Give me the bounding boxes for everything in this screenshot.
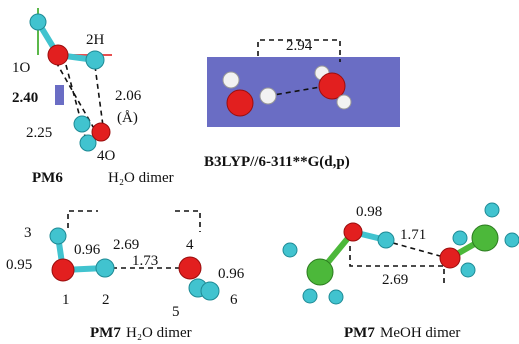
- label: (Å): [117, 110, 138, 126]
- label: 2.06: [115, 88, 142, 104]
- atom-o: [92, 123, 110, 141]
- atom-h: [461, 263, 475, 277]
- atom-o: [179, 257, 201, 279]
- label: 2H: [86, 32, 105, 48]
- caption-method: PM7: [344, 325, 375, 341]
- label: 0.96: [74, 242, 101, 258]
- pm7-water-panel: 3 2.69 0.95 0.96 1.73 4 0.96 1 2 5 6 PM7…: [6, 211, 245, 341]
- h-bond: [393, 243, 440, 256]
- atom-h: [505, 233, 519, 247]
- atom-h: [201, 282, 219, 300]
- atom-h: [30, 14, 46, 30]
- figure: 2H 1O 2.06 (Å) 2.40 2.25 4O PM6 H₂O dime…: [0, 0, 519, 344]
- label: 2.69: [113, 237, 139, 253]
- axis-marker: [55, 85, 64, 105]
- atom-o: [227, 90, 253, 116]
- caption-method: PM7: [90, 325, 121, 341]
- caption-method: PM6: [32, 170, 63, 186]
- atom-o: [52, 259, 74, 281]
- atom-h: [329, 290, 343, 304]
- label: 2.25: [26, 125, 52, 141]
- label: 5: [172, 304, 180, 320]
- label: 1.71: [400, 227, 426, 243]
- label: 2.69: [382, 272, 408, 288]
- caption-system: H₂O dimer: [108, 170, 174, 186]
- distance-bracket: [175, 211, 200, 232]
- pm6-panel: 2H 1O 2.06 (Å) 2.40 2.25 4O PM6 H₂O dime…: [12, 8, 174, 186]
- atom-c: [472, 225, 498, 251]
- atom-h: [485, 203, 499, 217]
- label: 1.73: [132, 253, 158, 269]
- atom-o: [48, 45, 68, 65]
- atom-o: [440, 248, 460, 268]
- atom-h: [223, 72, 239, 88]
- atom-h: [337, 95, 351, 109]
- atom-h: [260, 88, 276, 104]
- h-bond: [95, 66, 103, 126]
- label: 4: [186, 237, 194, 253]
- label: 2.94: [286, 38, 313, 54]
- label: 6: [230, 292, 238, 308]
- atom-h: [74, 116, 90, 132]
- atom-h: [378, 232, 394, 248]
- atom-h: [283, 243, 297, 257]
- label: 1: [62, 292, 70, 308]
- label: 0.96: [218, 266, 245, 282]
- label: 3: [24, 225, 32, 241]
- atom-c: [307, 259, 333, 285]
- caption-system: MeOH dimer: [380, 325, 460, 341]
- label: 4O: [97, 148, 116, 164]
- label: 0.95: [6, 257, 32, 273]
- label: 0.98: [356, 204, 382, 220]
- atom-h: [453, 231, 467, 245]
- pm7-methanol-panel: 0.98 1.71 2.69 PM7 MeOH dimer: [283, 203, 519, 341]
- atom-h: [86, 51, 104, 69]
- label: 1O: [12, 60, 31, 76]
- label: 2: [102, 292, 110, 308]
- atom-h: [303, 289, 317, 303]
- label: 2.40: [12, 90, 38, 106]
- caption-method: B3LYP//6-311**G(d,p): [204, 154, 350, 170]
- atom-o: [344, 223, 362, 241]
- atom-h: [50, 228, 66, 244]
- b3lyp-panel: 2.94 B3LYP//6-311**G(d,p): [204, 38, 400, 170]
- atom-h: [96, 259, 114, 277]
- distance-bracket: [68, 211, 98, 228]
- caption-system: H₂O dimer: [126, 325, 192, 341]
